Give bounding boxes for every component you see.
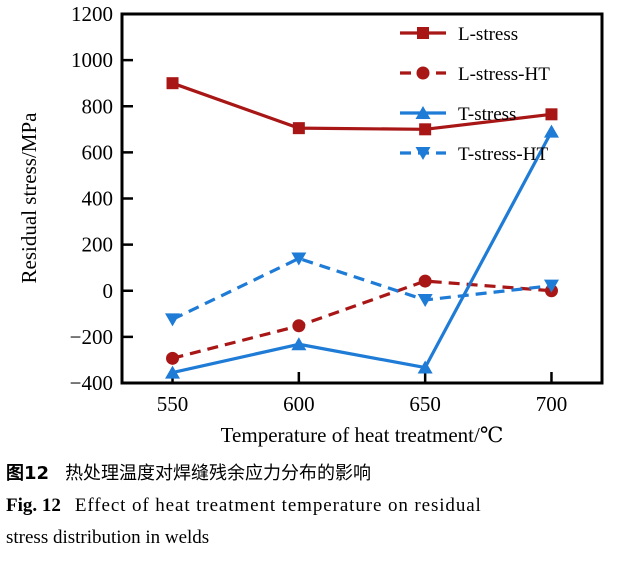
data-point-marker	[543, 124, 559, 138]
residual-stress-line-chart: 1200 1000 800 600 400 200 0 −200 −400 550 600 650 7…	[17, 2, 604, 447]
legend-label: T-stress	[458, 104, 516, 125]
data-point-marker	[419, 123, 432, 136]
series-l-stress	[166, 77, 558, 136]
data-point-marker	[165, 313, 181, 327]
figure-caption: 图12 热处理温度对焊缝残余应力分布的影响 Fig. 12 Effect of he…	[0, 458, 627, 554]
data-point-marker	[417, 360, 433, 374]
data-point-marker	[291, 337, 307, 351]
y-tick-label: −400	[70, 371, 113, 395]
caption-english-line2: stress distribution in welds	[6, 522, 621, 554]
x-tick-label: 650	[409, 392, 441, 416]
data-point-marker	[545, 108, 558, 121]
caption-english-text1: Effect of heat treatment temperature on …	[74, 495, 482, 516]
y-tick-label: 800	[82, 94, 114, 118]
x-tick-label: 700	[536, 392, 568, 416]
legend-item-t-stress: T-stress	[400, 104, 516, 125]
caption-english-line1: Fig. 12 Effect of heat treatment temperat…	[6, 490, 621, 522]
x-axis-tick-labels: 550 600 650 700	[157, 392, 567, 416]
series-line	[171, 256, 552, 321]
series-t-stress	[165, 124, 559, 379]
legend-label: L-stress	[458, 24, 518, 45]
series-line	[172, 279, 552, 360]
chart-legend: L-stress L-stress-HT T-stress T-stress-HT	[400, 24, 550, 165]
chart-area: 1200 1000 800 600 400 200 0 −200 −400 550 600 650 7…	[17, 2, 604, 447]
caption-chinese: 图12 热处理温度对焊缝残余应力分布的影响	[6, 458, 621, 490]
data-series-layer	[165, 77, 559, 379]
data-point-marker	[543, 279, 559, 293]
y-tick-label: 200	[82, 233, 114, 257]
series-t-stress-ht	[165, 252, 559, 327]
data-point-marker	[165, 365, 181, 379]
plot-frame	[120, 12, 604, 385]
caption-english-text2: stress distribution in welds	[6, 527, 210, 548]
data-point-marker	[166, 351, 180, 365]
legend-label: L-stress-HT	[458, 64, 550, 85]
y-tick-label: 1000	[71, 48, 113, 72]
caption-chinese-text: 热处理温度对焊缝残余应力分布的影响	[65, 463, 372, 484]
data-point-marker	[292, 122, 305, 135]
legend-item-l-stress: L-stress	[400, 24, 518, 45]
y-axis-title: Residual stress/MPa	[17, 112, 41, 284]
legend-item-l-stress-ht: L-stress-HT	[400, 64, 550, 85]
legend-marker-icon	[415, 147, 431, 160]
data-point-marker	[292, 319, 306, 333]
series-line	[172, 130, 553, 375]
legend-marker-icon	[416, 66, 430, 80]
legend-marker-icon	[417, 27, 429, 39]
legend-item-t-stress-ht: T-stress-HT	[400, 144, 548, 165]
y-tick-label: 400	[82, 187, 114, 211]
y-tick-label: 0	[103, 279, 114, 303]
x-axis-title: Temperature of heat treatment/℃	[221, 423, 504, 447]
data-point-marker	[166, 77, 179, 90]
y-axis-ticks	[122, 58, 133, 385]
y-tick-label: 600	[82, 140, 114, 164]
caption-chinese-label: 图12	[6, 463, 50, 484]
y-axis-tick-labels: 1200 1000 800 600 400 200 0 −200 −400	[70, 2, 113, 395]
data-point-marker	[291, 252, 307, 266]
x-tick-label: 550	[157, 392, 189, 416]
series-line	[171, 81, 552, 131]
caption-english-label: Fig. 12	[6, 495, 61, 516]
legend-label: T-stress-HT	[458, 144, 548, 165]
data-point-marker	[418, 274, 432, 288]
x-tick-label: 600	[283, 392, 315, 416]
y-tick-label: 1200	[71, 2, 113, 26]
y-tick-label: −200	[70, 325, 113, 349]
legend-marker-icon	[415, 106, 431, 119]
data-point-marker	[417, 293, 433, 307]
